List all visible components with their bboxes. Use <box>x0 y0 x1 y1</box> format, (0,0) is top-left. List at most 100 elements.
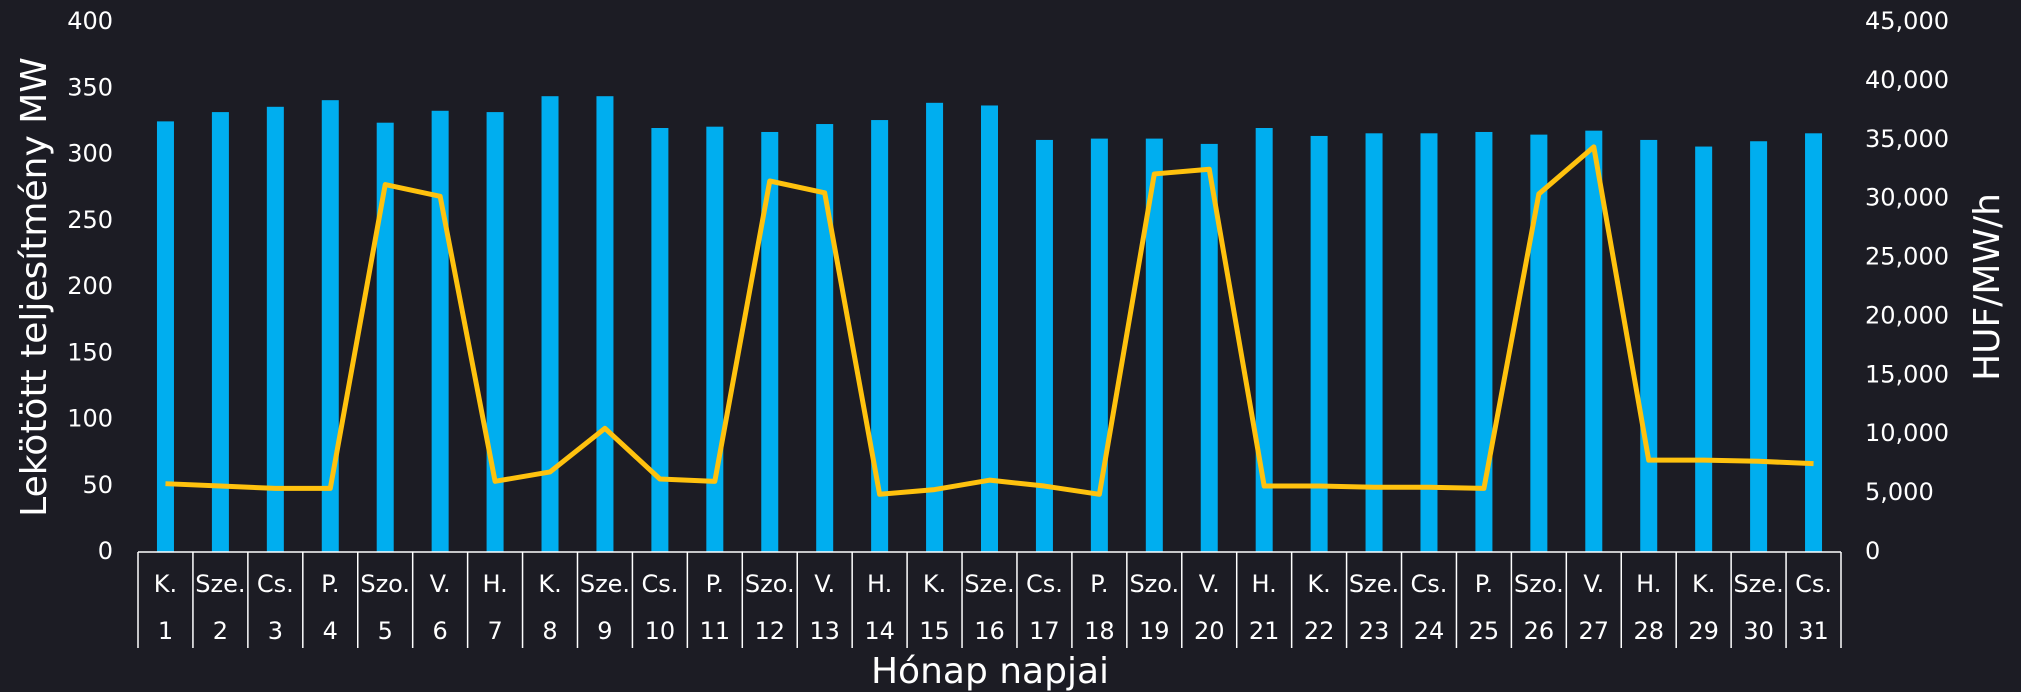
bar <box>871 120 889 553</box>
x-tick-label: 27 <box>1579 617 1610 645</box>
bar <box>266 106 284 553</box>
bar <box>1420 133 1438 553</box>
x-tick-label: Sze. <box>964 570 1014 598</box>
x-tick-label: 4 <box>323 617 338 645</box>
x-tick-label: 14 <box>864 617 895 645</box>
bar <box>431 110 449 553</box>
x-tick-label: P. <box>321 570 339 598</box>
bar <box>816 124 834 553</box>
bar <box>486 112 504 552</box>
x-tick-label: 21 <box>1249 617 1280 645</box>
bar <box>1145 138 1163 552</box>
x-tick-label: 8 <box>542 617 557 645</box>
y2-tick-label: 20,000 <box>1865 301 1949 329</box>
x-tick-label: Cs. <box>257 570 294 598</box>
x-tick-label: H. <box>1252 570 1277 598</box>
x-tick-label: 28 <box>1633 617 1664 645</box>
x-tick-label: 23 <box>1359 617 1390 645</box>
x-tick-label: 16 <box>974 617 1005 645</box>
x-tick-label: Cs. <box>1795 570 1832 598</box>
x-tick-label: 9 <box>597 617 612 645</box>
x-tick-label: K. <box>923 570 946 598</box>
x-tick-label: 20 <box>1194 617 1225 645</box>
x-tick-label: 17 <box>1029 617 1060 645</box>
y-tick-label: 250 <box>67 206 113 234</box>
x-tick-label: K. <box>538 570 561 598</box>
x-tick-label: H. <box>867 570 892 598</box>
x-tick-label: K. <box>1692 570 1715 598</box>
y2-tick-label: 45,000 <box>1865 7 1949 35</box>
bar <box>1365 133 1383 553</box>
bar <box>1530 134 1548 552</box>
y-tick-label: 0 <box>98 537 113 565</box>
y2-tick-label: 5,000 <box>1865 478 1934 506</box>
x-tick-label: 22 <box>1304 617 1335 645</box>
x-tick-label: 7 <box>487 617 502 645</box>
y-tick-label: 350 <box>67 73 113 101</box>
bar <box>1475 131 1493 552</box>
y2-tick-label: 0 <box>1865 537 1880 565</box>
x-tick-label: Szo. <box>1129 570 1179 598</box>
y-tick-label: 50 <box>82 471 113 499</box>
bar <box>321 100 339 553</box>
y2-axis-title: HUF/MW/h <box>1967 193 2008 381</box>
y-tick-label: 100 <box>67 405 113 433</box>
bar <box>1310 135 1328 552</box>
bar <box>541 96 559 552</box>
x-tick-label: V. <box>814 570 835 598</box>
y2-tick-label: 25,000 <box>1865 243 1949 271</box>
bar <box>596 96 614 552</box>
bar <box>1750 141 1768 552</box>
x-tick-label: 10 <box>645 617 676 645</box>
x-axis-title: Hónap napjai <box>871 651 1109 692</box>
bar <box>1585 130 1603 552</box>
y-axis-title: Lekötött teljesítmény MW <box>14 57 55 517</box>
y2-tick-label: 35,000 <box>1865 125 1949 153</box>
x-tick-label: 25 <box>1469 617 1500 645</box>
y2-tick-label: 15,000 <box>1865 360 1949 388</box>
x-tick-label: Sze. <box>1733 570 1783 598</box>
x-tick-label: H. <box>1636 570 1661 598</box>
y2-tick-label: 30,000 <box>1865 184 1949 212</box>
bar <box>706 126 724 553</box>
y-tick-label: 200 <box>67 272 113 300</box>
bar <box>156 121 174 552</box>
bar <box>1035 139 1053 553</box>
x-tick-label: 2 <box>213 617 228 645</box>
x-tick-label: 3 <box>268 617 283 645</box>
x-tick-label: Sze. <box>195 570 245 598</box>
x-tick-label: H. <box>482 570 507 598</box>
y-tick-label: 400 <box>67 7 113 35</box>
y-tick-label: 150 <box>67 338 113 366</box>
bar <box>376 122 394 552</box>
x-tick-label: 15 <box>919 617 950 645</box>
x-tick-label: Cs. <box>1411 570 1448 598</box>
x-tick-label: V. <box>1583 570 1604 598</box>
x-tick-label: 26 <box>1524 617 1555 645</box>
x-tick-label: 5 <box>378 617 393 645</box>
x-tick-label: P. <box>706 570 724 598</box>
x-tick-label: P. <box>1090 570 1108 598</box>
x-tick-label: Sze. <box>1349 570 1399 598</box>
y2-tick-label: 10,000 <box>1865 419 1949 447</box>
x-tick-label: 19 <box>1139 617 1170 645</box>
x-tick-label: Sze. <box>580 570 630 598</box>
x-tick-label: V. <box>1199 570 1220 598</box>
x-tick-label: 13 <box>809 617 840 645</box>
x-tick-label: 18 <box>1084 617 1115 645</box>
x-tick-label: Cs. <box>1026 570 1063 598</box>
x-tick-label: 1 <box>158 617 173 645</box>
bar <box>981 105 998 552</box>
x-tick-label: Szo. <box>360 570 410 598</box>
x-tick-label: 6 <box>433 617 448 645</box>
bar <box>1640 139 1658 553</box>
x-tick-label: 29 <box>1688 617 1719 645</box>
x-tick-label: 12 <box>754 617 785 645</box>
bar <box>651 128 669 552</box>
x-tick-label: V. <box>430 570 451 598</box>
y2-tick-label: 40,000 <box>1865 66 1949 94</box>
x-tick-label: 30 <box>1743 617 1774 645</box>
x-tick-label: K. <box>154 570 177 598</box>
